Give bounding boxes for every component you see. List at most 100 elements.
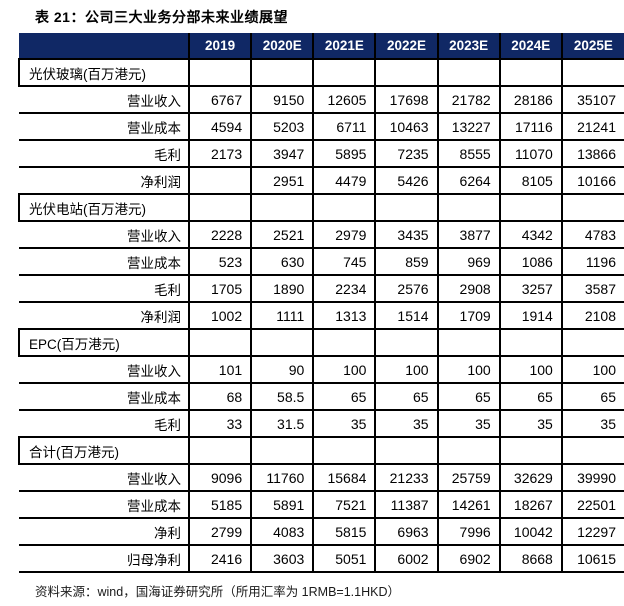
cell-value: 2108 bbox=[560, 302, 624, 329]
cell-value: 3603 bbox=[250, 545, 314, 572]
cell-value: 1196 bbox=[560, 248, 624, 275]
cell-value: 2951 bbox=[250, 167, 314, 194]
cell-value: 12297 bbox=[560, 518, 624, 545]
cell-value: 25759 bbox=[436, 464, 500, 491]
cell-value: 6711 bbox=[312, 113, 376, 140]
cell-value: 8555 bbox=[436, 140, 500, 167]
cell-value: 35 bbox=[436, 410, 500, 437]
header-year: 2023E bbox=[436, 33, 500, 59]
cell-value: 3947 bbox=[250, 140, 314, 167]
table-row: 营业成本 68 58.5 65 65 65 65 65 bbox=[19, 383, 624, 410]
section-header-row: 光伏玻璃(百万港元) bbox=[18, 59, 624, 86]
section-header-row: 合计(百万港元) bbox=[18, 437, 624, 464]
row-label: 营业收入 bbox=[127, 363, 181, 379]
cell-value: 5203 bbox=[250, 113, 314, 140]
cell-value: 2576 bbox=[374, 275, 438, 302]
cell-value: 1002 bbox=[187, 302, 252, 329]
cell-value: 65 bbox=[436, 383, 500, 410]
table-title: 表 21：公司三大业务分部未来业绩展望 bbox=[35, 9, 288, 25]
header-year: 2021E bbox=[312, 33, 376, 59]
table-row: 营业收入 2228 2521 2979 3435 3877 4342 4783 bbox=[19, 221, 624, 248]
cell-value: 39990 bbox=[560, 464, 624, 491]
cell-value: 15684 bbox=[312, 464, 376, 491]
cell-value: 2799 bbox=[187, 518, 252, 545]
table-row: 毛利 2173 3947 5895 7235 8555 11070 13866 bbox=[19, 140, 624, 167]
cell-value: 969 bbox=[436, 248, 500, 275]
table-row: 营业成本 523 630 745 859 969 1086 1196 bbox=[19, 248, 624, 275]
cell-value: 5185 bbox=[187, 491, 252, 518]
table-header-row: 2019 2020E 2021E 2022E 2023E 2024E 2025E bbox=[19, 33, 624, 59]
cell-value: 35 bbox=[312, 410, 376, 437]
header-year: 2024E bbox=[498, 33, 562, 59]
cell-value: 32629 bbox=[498, 464, 562, 491]
cell-value: 2416 bbox=[187, 545, 252, 572]
cell-value: 1313 bbox=[312, 302, 376, 329]
row-label: 毛利 bbox=[154, 147, 181, 163]
cell-value: 58.5 bbox=[250, 383, 314, 410]
cell-value: 35 bbox=[498, 410, 562, 437]
cell-value: 35107 bbox=[560, 86, 624, 113]
cell-value: 5895 bbox=[312, 140, 376, 167]
cell-value: 21241 bbox=[560, 113, 624, 140]
table-row: 营业收入 101 90 100 100 100 100 100 bbox=[19, 356, 624, 383]
section-name: 光伏电站(百万港元) bbox=[18, 194, 189, 221]
cell-value: 1705 bbox=[187, 275, 252, 302]
cell-value: 65 bbox=[312, 383, 376, 410]
cell-value: 17116 bbox=[498, 113, 562, 140]
cell-value: 101 bbox=[187, 356, 252, 383]
cell-value: 35 bbox=[560, 410, 624, 437]
cell-value: 65 bbox=[560, 383, 624, 410]
cell-value: 7235 bbox=[374, 140, 438, 167]
row-label: 营业成本 bbox=[127, 120, 181, 136]
cell-value: 2908 bbox=[436, 275, 500, 302]
table-row: 营业成本 5185 5891 7521 11387 14261 18267 22… bbox=[19, 491, 624, 518]
cell-value: 35 bbox=[374, 410, 438, 437]
cell-value: 1111 bbox=[250, 302, 314, 329]
cell-value: 1914 bbox=[498, 302, 562, 329]
table-row: 营业收入 6767 9150 12605 17698 21782 28186 3… bbox=[19, 86, 624, 113]
cell-value: 2234 bbox=[312, 275, 376, 302]
cell-value: 4479 bbox=[312, 167, 376, 194]
cell-value: 1890 bbox=[250, 275, 314, 302]
row-label: 营业收入 bbox=[127, 93, 181, 109]
cell-value: 6767 bbox=[187, 86, 252, 113]
cell-value: 2228 bbox=[187, 221, 252, 248]
cell-value: 14261 bbox=[436, 491, 500, 518]
cell-value: 630 bbox=[250, 248, 314, 275]
cell-value: 1086 bbox=[498, 248, 562, 275]
cell-value: 100 bbox=[436, 356, 500, 383]
table-row: 营业成本 4594 5203 6711 10463 13227 17116 21… bbox=[19, 113, 624, 140]
cell-value: 11760 bbox=[250, 464, 314, 491]
cell-value: 13227 bbox=[436, 113, 500, 140]
cell-value bbox=[187, 167, 252, 194]
cell-value: 21782 bbox=[436, 86, 500, 113]
cell-value: 6002 bbox=[374, 545, 438, 572]
row-label: 营业收入 bbox=[127, 228, 181, 244]
cell-value: 33 bbox=[187, 410, 252, 437]
table-row: 净利 2799 4083 5815 6963 7996 10042 12297 bbox=[19, 518, 624, 545]
cell-value: 8668 bbox=[498, 545, 562, 572]
cell-value: 7521 bbox=[312, 491, 376, 518]
cell-value: 3587 bbox=[560, 275, 624, 302]
section-name: 合计(百万港元) bbox=[18, 437, 189, 464]
table-row: 归母净利 2416 3603 5051 6002 6902 8668 10615 bbox=[19, 545, 624, 572]
section-header-row: EPC(百万港元) bbox=[18, 329, 624, 356]
cell-value: 6963 bbox=[374, 518, 438, 545]
row-label: 营业成本 bbox=[127, 390, 181, 406]
row-label: 归母净利 bbox=[127, 552, 181, 568]
row-label: 净利润 bbox=[140, 174, 182, 190]
cell-value: 18267 bbox=[498, 491, 562, 518]
cell-value: 1514 bbox=[374, 302, 438, 329]
row-label: 毛利 bbox=[154, 282, 181, 298]
cell-value: 28186 bbox=[498, 86, 562, 113]
cell-value: 7996 bbox=[436, 518, 500, 545]
cell-value: 3877 bbox=[436, 221, 500, 248]
cell-value: 22501 bbox=[560, 491, 624, 518]
cell-value: 3435 bbox=[374, 221, 438, 248]
row-label: 营业成本 bbox=[127, 255, 181, 271]
cell-value: 65 bbox=[374, 383, 438, 410]
cell-value: 5426 bbox=[374, 167, 438, 194]
cell-value: 100 bbox=[374, 356, 438, 383]
cell-value: 10463 bbox=[374, 113, 438, 140]
